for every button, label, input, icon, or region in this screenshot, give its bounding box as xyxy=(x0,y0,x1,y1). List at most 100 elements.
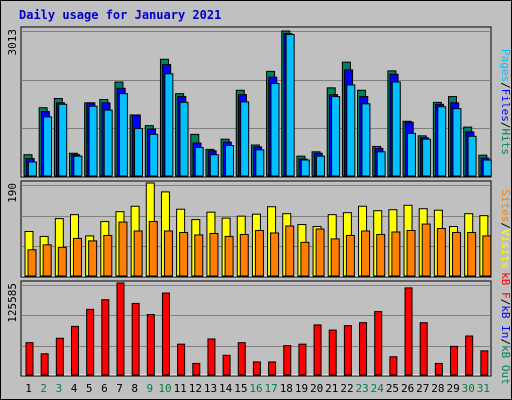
pages-bar xyxy=(300,159,310,177)
kbytes-legend-part: / xyxy=(499,299,512,306)
pages-bar xyxy=(346,84,356,177)
day-label: 12 xyxy=(189,382,202,395)
kbytes-legend-part: kB Out xyxy=(499,345,512,385)
kb-f-bar xyxy=(268,361,277,376)
kb-f-bar xyxy=(359,322,368,376)
day-label: 16 xyxy=(249,382,262,395)
sites-bar xyxy=(315,228,325,277)
day-label: 23 xyxy=(356,382,369,395)
sites-bar xyxy=(406,229,416,277)
day-label: 24 xyxy=(371,382,385,395)
day-label: 6 xyxy=(101,382,108,395)
pages-bar xyxy=(331,96,341,177)
visits-legend-part: Visits xyxy=(499,229,512,269)
pages-bar xyxy=(149,133,159,177)
kb-f-bar xyxy=(328,329,337,376)
day-label: 22 xyxy=(340,382,353,395)
kb-f-bar xyxy=(70,325,79,376)
day-label: 25 xyxy=(386,382,399,395)
kbytes-legend-part: / xyxy=(499,338,512,345)
kb-f-bar xyxy=(465,335,474,376)
sites-bar xyxy=(239,233,249,277)
kb-f-bar xyxy=(298,343,307,376)
kbytes-legend-part: kB F xyxy=(499,272,512,299)
hits-legend-part: / xyxy=(499,82,512,89)
pages-bar xyxy=(134,128,144,177)
pages-bar xyxy=(255,149,265,177)
sites-bar xyxy=(436,228,446,277)
kbytes-panel xyxy=(20,280,492,377)
kb-f-bar xyxy=(283,345,292,376)
kb-f-bar xyxy=(207,338,216,376)
sites-bar xyxy=(330,238,340,277)
pages-bar xyxy=(315,155,325,177)
pages-bar xyxy=(361,103,371,177)
pages-bar xyxy=(240,101,250,177)
day-label: 9 xyxy=(147,382,154,395)
sites-bar xyxy=(42,244,52,277)
kb-f-bar xyxy=(101,299,110,376)
kbytes-ymax-label: 125585 xyxy=(6,283,19,323)
sites-bar xyxy=(361,230,371,277)
sites-bar xyxy=(103,234,113,277)
pages-bar xyxy=(452,108,462,177)
sites-bar xyxy=(270,232,280,277)
day-label: 3 xyxy=(56,382,63,395)
day-label: 17 xyxy=(265,382,278,395)
day-label: 18 xyxy=(280,382,293,395)
sites-bar xyxy=(148,221,158,277)
kb-f-bar xyxy=(450,345,459,376)
pages-bar xyxy=(376,151,386,177)
kb-f-bar xyxy=(192,362,201,376)
day-label: 28 xyxy=(431,382,444,395)
pages-bar xyxy=(482,159,492,177)
pages-bar xyxy=(467,135,477,177)
pages-bar xyxy=(224,145,234,177)
pages-bar xyxy=(406,132,416,177)
day-label: 1 xyxy=(25,382,32,395)
sites-bar xyxy=(300,241,310,277)
day-label: 13 xyxy=(204,382,217,395)
kb-f-bar xyxy=(252,361,261,376)
pages-bar xyxy=(88,105,98,177)
pages-bar xyxy=(270,82,280,177)
kb-f-bar xyxy=(343,325,352,376)
day-label: 10 xyxy=(158,382,171,395)
kb-f-bar xyxy=(177,343,186,376)
sites-bar xyxy=(57,246,67,277)
day-label: 21 xyxy=(325,382,338,395)
sites-bar xyxy=(482,235,492,277)
kb-f-bar xyxy=(86,308,95,376)
hits-legend-part: Files xyxy=(499,89,512,122)
sites-bar xyxy=(118,221,128,277)
visits-legend-part: / xyxy=(499,222,512,229)
sites-bar xyxy=(88,240,98,277)
pages-bar xyxy=(194,146,204,177)
hits-legend: Pages/Files/Hits xyxy=(499,49,512,155)
sites-bar xyxy=(376,233,386,277)
pages-bar xyxy=(437,106,447,177)
pages-bar xyxy=(179,101,189,177)
pages-bar xyxy=(209,154,219,177)
pages-bar xyxy=(58,103,68,177)
kb-f-bar xyxy=(55,337,64,376)
kb-f-bar xyxy=(434,362,443,376)
kb-f-bar xyxy=(146,314,155,376)
day-label: 29 xyxy=(446,382,459,395)
pages-bar xyxy=(103,109,113,177)
sites-bar xyxy=(345,234,355,277)
hits-legend-part: / xyxy=(499,122,512,129)
sites-bar xyxy=(285,225,295,277)
kbytes-legend-part: kB In xyxy=(499,305,512,338)
day-label: 5 xyxy=(86,382,93,395)
visits-ymax-label: 190 xyxy=(6,183,19,203)
pages-bar xyxy=(43,116,53,177)
sites-bar xyxy=(163,230,173,277)
pages-bar xyxy=(391,81,401,177)
sites-bar xyxy=(421,223,431,277)
sites-bar xyxy=(194,234,204,277)
kb-f-bar xyxy=(237,342,246,376)
day-label: 20 xyxy=(310,382,323,395)
kb-f-bar xyxy=(419,322,428,376)
pages-bar xyxy=(118,93,128,177)
